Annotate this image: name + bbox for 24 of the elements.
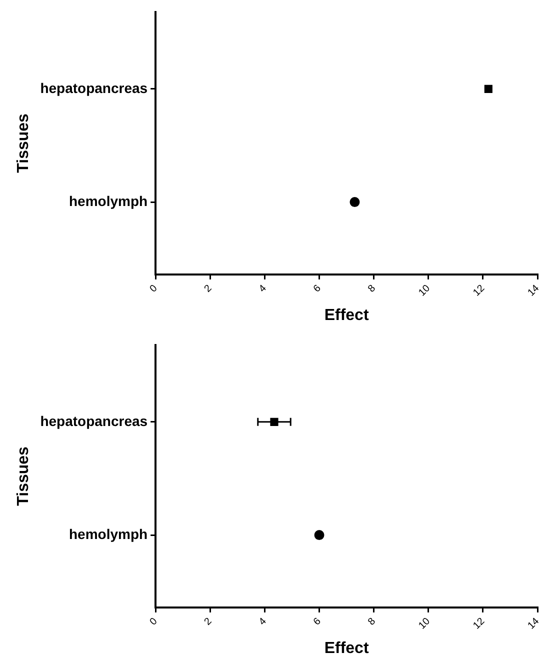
x-tick-label: 12	[471, 616, 488, 632]
x-tick-label: 4	[257, 282, 270, 295]
y-axis-title: Tissues	[15, 446, 32, 506]
y-axis-title: Tissues	[15, 113, 32, 173]
y-tick-label: hemolymph	[68, 526, 148, 542]
x-tick-label: 10	[416, 616, 433, 632]
x-tick-label: 14	[526, 282, 542, 299]
y-tick-label: hepatopancreas	[40, 412, 148, 429]
y-tick-label: hepatopancreas	[40, 80, 148, 96]
x-tick-label: 12	[471, 282, 488, 299]
x-tick-label: 4	[257, 616, 270, 628]
x-tick-label: 10	[416, 282, 433, 299]
x-tick-label: 0	[148, 282, 160, 295]
x-tick-label: 2	[202, 616, 215, 628]
x-axis-title: Effect	[324, 306, 370, 324]
x-tick-label: 6	[312, 616, 324, 628]
x-axis-title: Effect	[324, 640, 370, 657]
x-tick-label: 8	[366, 616, 378, 628]
x-tick-label: 2	[202, 282, 215, 295]
x-tick-label: 8	[366, 282, 378, 295]
x-tick-label: 6	[312, 282, 324, 295]
x-tick-label: 0	[148, 616, 160, 628]
x-tick-label: 14	[526, 616, 542, 632]
y-tick-label: hemolymph	[68, 192, 148, 209]
